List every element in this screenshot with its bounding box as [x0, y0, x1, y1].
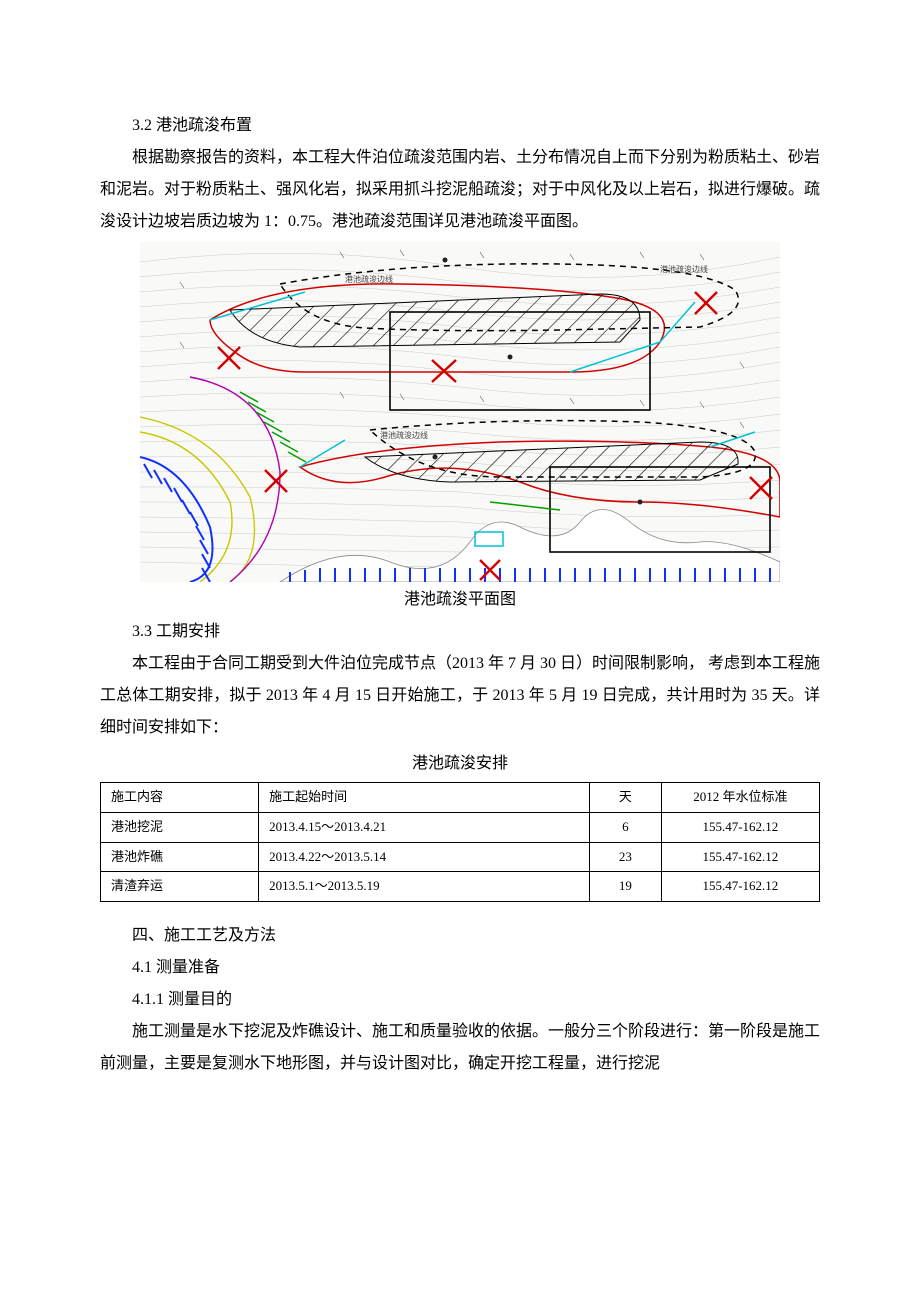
cell-standard: 155.47-162.12 [661, 842, 819, 872]
section-3-2-title: 3.2 港池疏浚布置 [100, 110, 820, 142]
svg-text:港池疏浚边线: 港池疏浚边线 [380, 430, 428, 440]
table-row: 港池挖泥 2013.4.15～2013.4.21 6 155.47-162.12 [101, 812, 820, 842]
cell-time: 2013.5.1～2013.5.19 [259, 872, 590, 902]
cell-content: 港池炸礁 [101, 842, 259, 872]
svg-text:港池疏浚边线: 港池疏浚边线 [660, 264, 708, 274]
section-3-3-paragraph: 本工程由于合同工期受到大件泊位完成节点（2013 年 7 月 30 日）时间限制… [100, 648, 820, 744]
th-standard: 2012 年水位标准 [661, 783, 819, 813]
cell-days: 19 [589, 872, 661, 902]
table-title: 港池疏浚安排 [100, 748, 820, 780]
table-header-row: 施工内容 施工起始时间 天 2012 年水位标准 [101, 783, 820, 813]
cell-content: 清渣弃运 [101, 872, 259, 902]
schedule-table: 施工内容 施工起始时间 天 2012 年水位标准 港池挖泥 2013.4.15～… [100, 782, 820, 902]
dredging-plan-diagram: 港池疏浚边线 港池疏浚边线 港池疏浚边线 [140, 242, 780, 582]
cell-standard: 155.47-162.12 [661, 872, 819, 902]
th-content: 施工内容 [101, 783, 259, 813]
spacer [100, 902, 820, 920]
cell-standard: 155.47-162.12 [661, 812, 819, 842]
cell-days: 6 [589, 812, 661, 842]
section-4-1-1-paragraph: 施工测量是水下挖泥及炸礁设计、施工和质量验收的依据。一般分三个阶段进行：第一阶段… [100, 1016, 820, 1080]
th-time: 施工起始时间 [259, 783, 590, 813]
cell-days: 23 [589, 842, 661, 872]
svg-text:港池疏浚边线: 港池疏浚边线 [345, 274, 393, 284]
diagram-caption: 港池疏浚平面图 [100, 584, 820, 616]
th-days: 天 [589, 783, 661, 813]
cell-time: 2013.4.15～2013.4.21 [259, 812, 590, 842]
section-4-1-title: 4.1 测量准备 [100, 952, 820, 984]
section-3-2-paragraph: 根据勘察报告的资料，本工程大件泊位疏浚范围内岩、土分布情况自上而下分别为粉质粘土… [100, 142, 820, 238]
dredging-plan-svg: 港池疏浚边线 港池疏浚边线 港池疏浚边线 [140, 242, 780, 582]
cell-content: 港池挖泥 [101, 812, 259, 842]
section-4-title: 四、施工工艺及方法 [100, 920, 820, 952]
table-row: 清渣弃运 2013.5.1～2013.5.19 19 155.47-162.12 [101, 872, 820, 902]
section-3-3-title: 3.3 工期安排 [100, 616, 820, 648]
table-row: 港池炸礁 2013.4.22～2013.5.14 23 155.47-162.1… [101, 842, 820, 872]
section-4-1-1-title: 4.1.1 测量目的 [100, 984, 820, 1016]
cell-time: 2013.4.22～2013.5.14 [259, 842, 590, 872]
